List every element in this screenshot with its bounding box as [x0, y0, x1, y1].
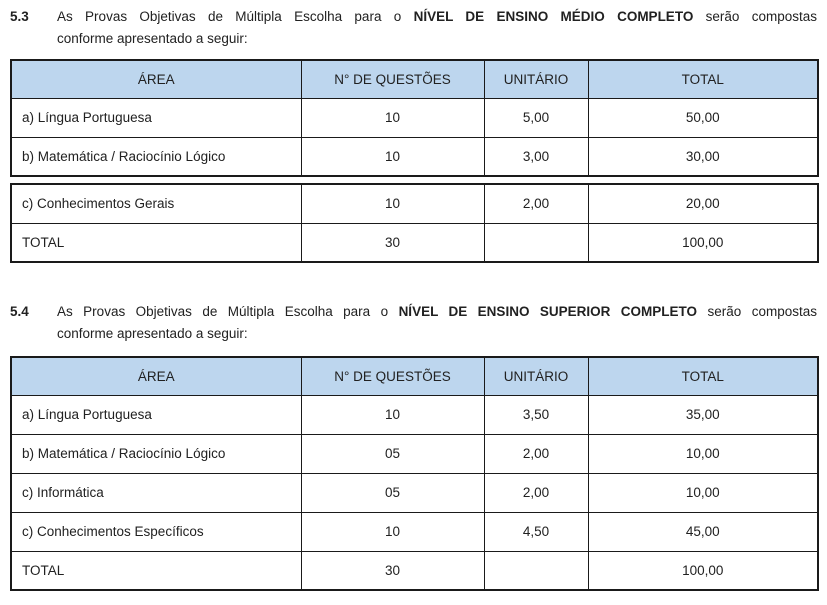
table-row: b) Matemática / Raciocínio Lógico 05 2,0…	[10, 433, 819, 474]
clause-intro-line2: conforme apresentado a seguir:	[57, 326, 248, 341]
table-header-row: ÁREA N° DE QUESTÕES UNITÁRIO TOTAL	[10, 59, 819, 99]
spacer	[10, 263, 817, 301]
table-ensino-medio-part2: c) Conhecimentos Gerais 10 2,00 20,00 TO…	[10, 183, 819, 263]
questoes-cell: 10	[300, 97, 485, 138]
questoes-cell: 10	[300, 394, 485, 435]
unitario-cell: 4,50	[483, 511, 589, 552]
questoes-cell: 10	[300, 511, 485, 552]
total-cell: 100,00	[587, 550, 819, 591]
area-cell: TOTAL	[10, 222, 302, 263]
table-ensino-medio-part1: ÁREA N° DE QUESTÕES UNITÁRIO TOTAL a) Lí…	[10, 59, 819, 177]
table-row: c) Informática 05 2,00 10,00	[10, 472, 819, 513]
total-cell: 10,00	[587, 472, 819, 513]
questoes-cell: 10	[300, 136, 485, 177]
table-row: c) Conhecimentos Gerais 10 2,00 20,00	[10, 183, 819, 224]
intro-bold-level: NÍVEL DE ENSINO SUPERIOR COMPLETO	[398, 304, 698, 319]
table-row: a) Língua Portuguesa 10 5,00 50,00	[10, 97, 819, 138]
header-cell-area: ÁREA	[10, 356, 302, 396]
questoes-cell: 10	[300, 183, 485, 224]
clause-5-3: 5.3 As Provas Objetivas de Múltipla Esco…	[10, 6, 817, 50]
intro-prefix: As Provas Objetivas de Múltipla Escolha …	[57, 304, 389, 319]
questoes-cell: 30	[300, 222, 485, 263]
spacer	[10, 345, 817, 356]
clause-5-4: 5.4 As Provas Objetivas de Múltipla Esco…	[10, 301, 817, 345]
header-cell-area: ÁREA	[10, 59, 302, 99]
clause-intro-line1: As Provas Objetivas de Múltipla Escolha …	[57, 6, 817, 28]
header-cell-unitario: UNITÁRIO	[483, 356, 589, 396]
intro-bold-level: NÍVEL DE ENSINO MÉDIO COMPLETO	[413, 9, 694, 24]
unitario-cell: 2,00	[483, 433, 589, 474]
questoes-cell: 05	[300, 433, 485, 474]
area-cell: b) Matemática / Raciocínio Lógico	[10, 433, 302, 474]
unitario-cell: 5,00	[483, 97, 589, 138]
table-ensino-superior: ÁREA N° DE QUESTÕES UNITÁRIO TOTAL a) Lí…	[10, 356, 819, 591]
area-cell: a) Língua Portuguesa	[10, 97, 302, 138]
unitario-cell: 3,50	[483, 394, 589, 435]
intro-prefix: As Provas Objetivas de Múltipla Escolha …	[57, 9, 402, 24]
unitario-cell: 3,00	[483, 136, 589, 177]
table-header-row: ÁREA N° DE QUESTÕES UNITÁRIO TOTAL	[10, 356, 819, 396]
unitario-cell	[483, 222, 589, 263]
header-cell-questoes: N° DE QUESTÕES	[300, 59, 485, 99]
header-cell-total: TOTAL	[587, 59, 819, 99]
questoes-cell: 30	[300, 550, 485, 591]
clause-text: As Provas Objetivas de Múltipla Escolha …	[57, 6, 817, 50]
unitario-cell	[483, 550, 589, 591]
unitario-cell: 2,00	[483, 183, 589, 224]
clause-intro-line2: conforme apresentado a seguir:	[57, 31, 248, 46]
clause-number: 5.3	[10, 9, 29, 24]
header-cell-questoes: N° DE QUESTÕES	[300, 356, 485, 396]
area-cell: c) Informática	[10, 472, 302, 513]
clause-text: As Provas Objetivas de Múltipla Escolha …	[57, 301, 817, 345]
area-cell: c) Conhecimentos Específicos	[10, 511, 302, 552]
table-row: b) Matemática / Raciocínio Lógico 10 3,0…	[10, 136, 819, 177]
total-cell: 30,00	[587, 136, 819, 177]
header-cell-total: TOTAL	[587, 356, 819, 396]
total-cell: 10,00	[587, 433, 819, 474]
clause-intro-line1: As Provas Objetivas de Múltipla Escolha …	[57, 301, 817, 323]
total-cell: 35,00	[587, 394, 819, 435]
header-cell-unitario: UNITÁRIO	[483, 59, 589, 99]
total-cell: 45,00	[587, 511, 819, 552]
document-page: 5.3 As Provas Objetivas de Múltipla Esco…	[10, 6, 819, 591]
area-cell: a) Língua Portuguesa	[10, 394, 302, 435]
total-cell: 100,00	[587, 222, 819, 263]
questoes-cell: 05	[300, 472, 485, 513]
area-cell: TOTAL	[10, 550, 302, 591]
intro-suffix: serão compostas	[705, 9, 817, 24]
clause-number: 5.4	[10, 304, 29, 319]
total-cell: 20,00	[587, 183, 819, 224]
unitario-cell: 2,00	[483, 472, 589, 513]
intro-suffix: serão compostas	[707, 304, 817, 319]
area-cell: b) Matemática / Raciocínio Lógico	[10, 136, 302, 177]
table-total-row: TOTAL 30 100,00	[10, 222, 819, 263]
area-cell: c) Conhecimentos Gerais	[10, 183, 302, 224]
table-row: a) Língua Portuguesa 10 3,50 35,00	[10, 394, 819, 435]
table-row: c) Conhecimentos Específicos 10 4,50 45,…	[10, 511, 819, 552]
table-total-row: TOTAL 30 100,00	[10, 550, 819, 591]
total-cell: 50,00	[587, 97, 819, 138]
